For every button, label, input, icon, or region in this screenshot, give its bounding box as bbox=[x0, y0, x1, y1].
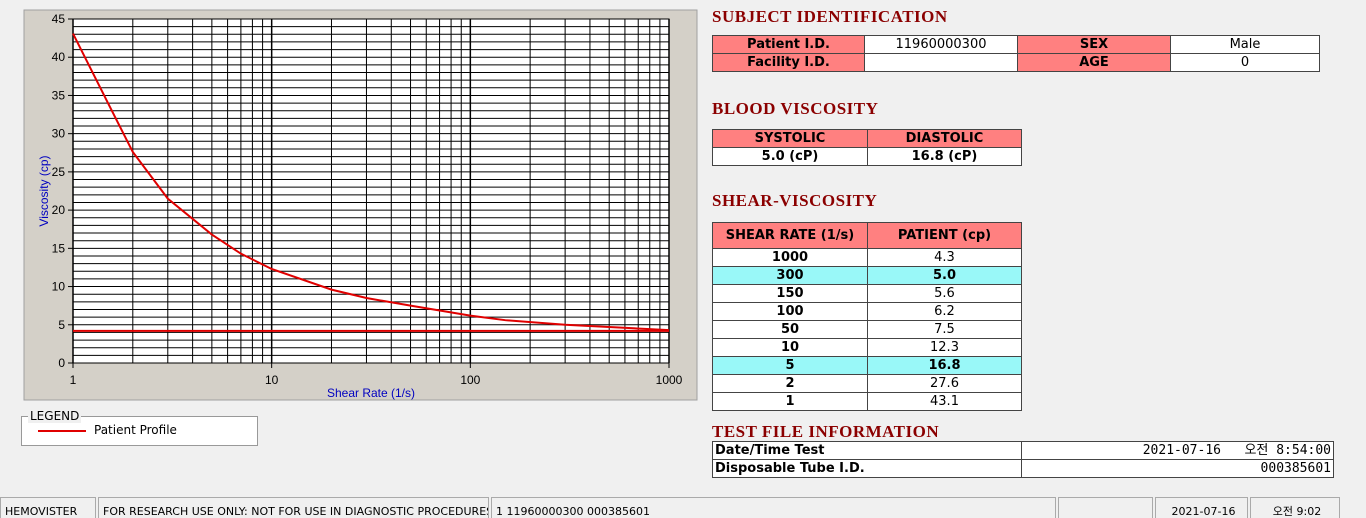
x-tick-label: 100 bbox=[460, 373, 480, 387]
cell: 5.6 bbox=[867, 284, 1022, 303]
cell: 100 bbox=[712, 302, 868, 321]
data-line bbox=[72, 33, 670, 332]
x-tick-label: 1 bbox=[70, 373, 77, 387]
cell: 50 bbox=[712, 320, 868, 339]
y-tick-label: 25 bbox=[52, 165, 66, 179]
section-title: BLOOD VISCOSITY bbox=[712, 99, 879, 118]
header: PATIENT (cp) bbox=[867, 222, 1022, 249]
x-axis-label: Shear Rate (1/s) bbox=[327, 386, 415, 400]
cell: 150 bbox=[712, 284, 868, 303]
value: 2021-07-16 오전 8:54:00 bbox=[1021, 441, 1334, 460]
cell: 7.5 bbox=[867, 320, 1022, 339]
cell: 27.6 bbox=[867, 374, 1022, 393]
value: 000385601 bbox=[1021, 459, 1334, 478]
legend: LEGEND Patient Profile bbox=[21, 409, 258, 446]
label: Patient I.D. bbox=[712, 35, 865, 54]
row: 1000 4.3 bbox=[712, 248, 1022, 267]
label: Disposable Tube I.D. bbox=[712, 459, 1022, 478]
status-cell: 1 11960000300 000385601 bbox=[491, 497, 1056, 518]
testfile-table: Date/Time Test 2021-07-16 오전 8:54:00 Dispo… bbox=[712, 441, 1334, 478]
cell: 1 bbox=[712, 392, 868, 411]
value: 11960000300 bbox=[864, 35, 1018, 54]
row: 10 12.3 bbox=[712, 338, 1022, 357]
label: Facility I.D. bbox=[712, 53, 865, 72]
value: 0 bbox=[1170, 53, 1320, 72]
cell: 10 bbox=[712, 338, 868, 357]
x-tick-label: 10 bbox=[265, 373, 279, 387]
cell: 5.0 bbox=[867, 266, 1022, 285]
legend-swatch bbox=[38, 430, 86, 432]
status-cell: 오전 9:02 bbox=[1250, 497, 1340, 518]
header: SHEAR RATE (1/s) bbox=[712, 222, 868, 249]
row: 300 5.0 bbox=[712, 266, 1022, 285]
y-tick-label: 0 bbox=[58, 356, 65, 370]
value bbox=[864, 53, 1018, 72]
row: 2 27.6 bbox=[712, 374, 1022, 393]
section-title: TEST FILE INFORMATION bbox=[712, 422, 940, 441]
chart: Shear Rate (1/s) Viscosity (cp) 0 5 10 15 20… bbox=[23, 9, 698, 401]
cell: 6.2 bbox=[867, 302, 1022, 321]
row: Disposable Tube I.D. 000385601 bbox=[712, 459, 1334, 478]
legend-title: LEGEND bbox=[28, 409, 82, 423]
row: 100 6.2 bbox=[712, 302, 1022, 321]
shear-table: SHEAR RATE (1/s) PATIENT (cp) 1000 4.3 300 5… bbox=[712, 222, 1022, 411]
header: SYSTOLIC bbox=[712, 129, 868, 148]
cell: 43.1 bbox=[867, 392, 1022, 411]
y-tick-label: 40 bbox=[52, 50, 66, 64]
label: Date/Time Test bbox=[712, 441, 1022, 460]
cell: 4.3 bbox=[867, 248, 1022, 267]
y-tick-label: 30 bbox=[52, 127, 66, 141]
status-cell: FOR RESEARCH USE ONLY: NOT FOR USE IN DI… bbox=[98, 497, 489, 518]
x-tick-label: 1000 bbox=[656, 373, 683, 387]
cell: 300 bbox=[712, 266, 868, 285]
y-tick-label: 35 bbox=[52, 88, 66, 102]
blood-table: SYSTOLIC DIASTOLIC 5.0 (cP) 16.8 (cP) bbox=[712, 129, 1022, 166]
row: 50 7.5 bbox=[712, 320, 1022, 339]
status-cell: 2021-07-16 bbox=[1155, 497, 1248, 518]
section-title: SHEAR-VISCOSITY bbox=[712, 191, 878, 210]
status-cell: HEMOVISTER bbox=[0, 497, 96, 518]
row: 5 16.8 bbox=[712, 356, 1022, 375]
row: Date/Time Test 2021-07-16 오전 8:54:00 bbox=[712, 441, 1334, 460]
label: AGE bbox=[1017, 53, 1171, 72]
y-tick-label: 15 bbox=[52, 241, 66, 255]
cell: 12.3 bbox=[867, 338, 1022, 357]
cell: 16.8 bbox=[867, 356, 1022, 375]
header: DIASTOLIC bbox=[867, 129, 1022, 148]
row: 150 5.6 bbox=[712, 284, 1022, 303]
y-tick-label: 45 bbox=[52, 12, 66, 26]
legend-label: Patient Profile bbox=[94, 423, 177, 437]
plot-area bbox=[72, 18, 670, 364]
section-title: SUBJECT IDENTIFICATION bbox=[712, 7, 948, 26]
y-axis-label: Viscosity (cp) bbox=[37, 155, 51, 226]
label: SEX bbox=[1017, 35, 1171, 54]
value: 5.0 (cP) bbox=[712, 147, 868, 166]
value: Male bbox=[1170, 35, 1320, 54]
y-tick-label: 5 bbox=[58, 318, 65, 332]
value: 16.8 (cP) bbox=[867, 147, 1022, 166]
y-tick-label: 20 bbox=[52, 203, 66, 217]
y-tick-label: 10 bbox=[52, 280, 66, 294]
status-cell bbox=[1058, 497, 1153, 518]
row: 1 43.1 bbox=[712, 392, 1022, 411]
cell: 5 bbox=[712, 356, 868, 375]
cell: 1000 bbox=[712, 248, 868, 267]
subject-table: Patient I.D. 11960000300 SEX Male Facility … bbox=[712, 35, 1320, 72]
cell: 2 bbox=[712, 374, 868, 393]
